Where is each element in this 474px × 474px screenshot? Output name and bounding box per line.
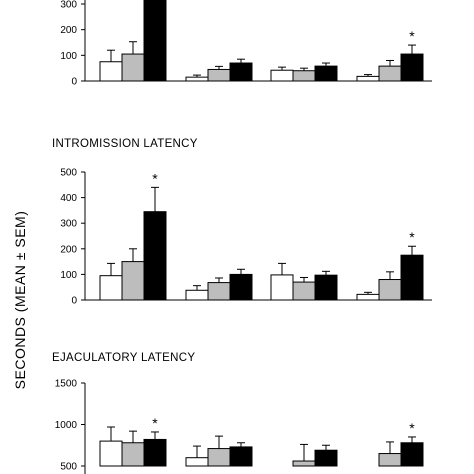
bar (292, 460, 316, 467)
bar (229, 273, 253, 301)
y-tick-label: 500 (60, 462, 77, 473)
bar (378, 279, 402, 301)
bar (99, 275, 123, 301)
chart-panels: 0 100 200 300 * INTROMISSION LATENCY 0 100 200 30… (52, 0, 432, 474)
bar (400, 53, 424, 82)
bar (121, 261, 145, 301)
significance-star: * (409, 420, 415, 436)
y-tick-label: 300 (60, 219, 77, 230)
bar (185, 76, 209, 82)
bar (143, 211, 167, 301)
bar (378, 65, 402, 82)
significance-star: * (409, 28, 415, 44)
bar (356, 293, 380, 301)
bar (143, 438, 167, 467)
chart-panel-3: EJACULATORY LATENCY 500 1000 1500 * * (52, 352, 424, 474)
y-tick-label: 200 (60, 244, 77, 255)
panel-title: EJACULATORY LATENCY (52, 352, 195, 364)
bar (229, 62, 253, 82)
bar (378, 453, 402, 467)
bar (314, 274, 338, 301)
bar (270, 69, 294, 82)
y-tick-label: 100 (60, 270, 77, 281)
bar (99, 61, 123, 82)
bar (207, 282, 231, 301)
y-tick-label: 200 (60, 25, 77, 36)
bar (400, 442, 424, 467)
significance-star: * (152, 415, 158, 431)
bar (356, 75, 380, 82)
y-axis-label: SECONDS (MEAN ± SEM) (12, 211, 28, 390)
y-tick-label: 0 (71, 296, 77, 307)
bar (292, 281, 316, 301)
bar (229, 446, 253, 467)
bar (99, 440, 123, 467)
chart-panel-2: INTROMISSION LATENCY 0 100 200 300 400 500 * * (52, 138, 432, 307)
bar (185, 289, 209, 301)
bar (143, 0, 167, 82)
y-tick-label: 500 (60, 168, 77, 179)
y-tick-label: 100 (60, 51, 77, 62)
bar (270, 274, 294, 301)
y-tick-label: 1000 (55, 420, 78, 431)
y-tick-label: 0 (71, 77, 77, 88)
bar (400, 254, 424, 301)
y-tick-label: 1500 (55, 379, 78, 390)
significance-star: * (409, 229, 415, 245)
bar (121, 442, 145, 467)
y-tick-label: 300 (60, 0, 77, 11)
bar (121, 53, 145, 82)
bar (207, 448, 231, 467)
bar (292, 70, 316, 82)
chart-panel-1: 0 100 200 300 * (60, 0, 432, 88)
bar (314, 65, 338, 82)
bar (314, 449, 338, 467)
significance-star: * (152, 170, 158, 186)
bar (207, 68, 231, 82)
y-tick-label: 400 (60, 193, 77, 204)
panel-title: INTROMISSION LATENCY (52, 138, 198, 150)
bar (185, 457, 209, 467)
